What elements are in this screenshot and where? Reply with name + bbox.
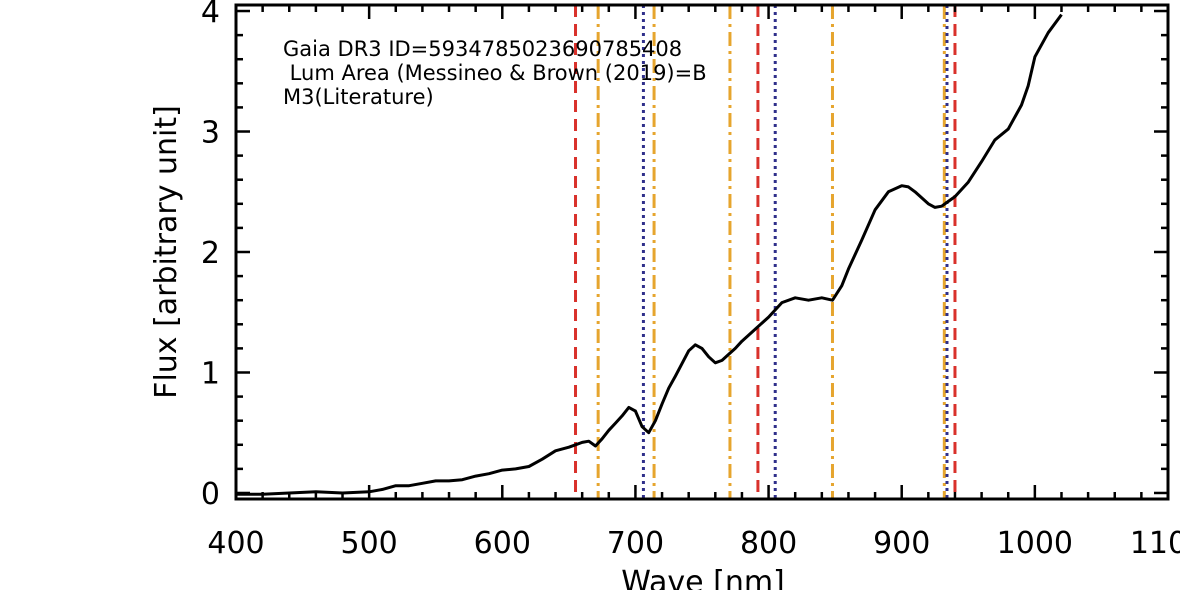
y-tick-label: 0 <box>201 477 220 512</box>
spectrum-line <box>236 13 1063 496</box>
x-tick-label: 1000 <box>997 526 1073 561</box>
annotation-gaia-id: Gaia DR3 ID=5934785023690785408 <box>283 37 682 61</box>
y-tick-label: 3 <box>201 116 220 151</box>
x-tick-label: 400 <box>207 526 264 561</box>
y-tick-label: 2 <box>201 236 220 271</box>
x-tick-label: 800 <box>740 526 797 561</box>
x-axis-title: Wave [nm] <box>621 565 785 590</box>
x-tick-label: 500 <box>341 526 398 561</box>
y-axis-title: Flux [arbitrary unit] <box>149 105 184 399</box>
y-tick-label: 4 <box>201 0 220 30</box>
vline-layer <box>574 5 957 499</box>
x-tick-label: 600 <box>474 526 531 561</box>
annotation-spectral-type: M3(Literature) <box>283 85 434 109</box>
x-tick-label: 700 <box>607 526 664 561</box>
y-tick-label: 1 <box>201 356 220 391</box>
annotation-lum-area: Lum Area (Messineo & Brown (2019)=B <box>283 61 707 85</box>
y-axis: 0 1 2 3 4 <box>201 0 1168 512</box>
x-tick-label: 900 <box>873 526 930 561</box>
series-layer <box>236 13 1063 496</box>
